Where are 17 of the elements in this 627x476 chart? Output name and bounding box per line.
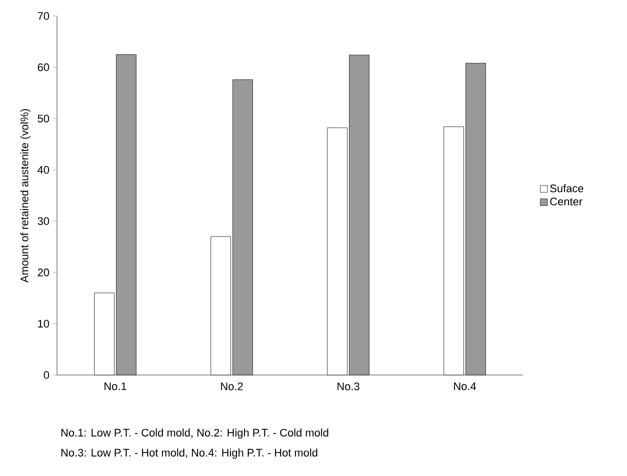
x-tick-label: No.2 <box>221 382 243 390</box>
x-tick-label: No.3 <box>338 382 360 390</box>
y-tick-label: 70 <box>38 12 50 20</box>
y-tick-label: 20 <box>38 268 50 276</box>
y-tick-label: 50 <box>38 114 50 122</box>
legend-label: Center <box>550 198 582 206</box>
y-tick-label: 30 <box>38 217 50 226</box>
text: No.1: Low P.T. - Cold mold, No.2: High P.T. - Cold mold <box>61 428 328 439</box>
y-tick-label: 0 <box>44 371 50 379</box>
y-tick-label: 10 <box>38 320 50 328</box>
legend-label: Suface <box>550 184 584 192</box>
x-tick-label: No.4 <box>454 382 476 390</box>
x-tick-label: No.1 <box>104 382 126 390</box>
text: No.3: Low P.T. - Hot mold, No.4: High P.T. - Hot mold <box>61 448 318 459</box>
y-tick-label: 40 <box>38 166 50 174</box>
y-tick-label: 60 <box>38 63 50 72</box>
y-axis-title: Amount of retained austenite (vol%) <box>20 109 30 283</box>
